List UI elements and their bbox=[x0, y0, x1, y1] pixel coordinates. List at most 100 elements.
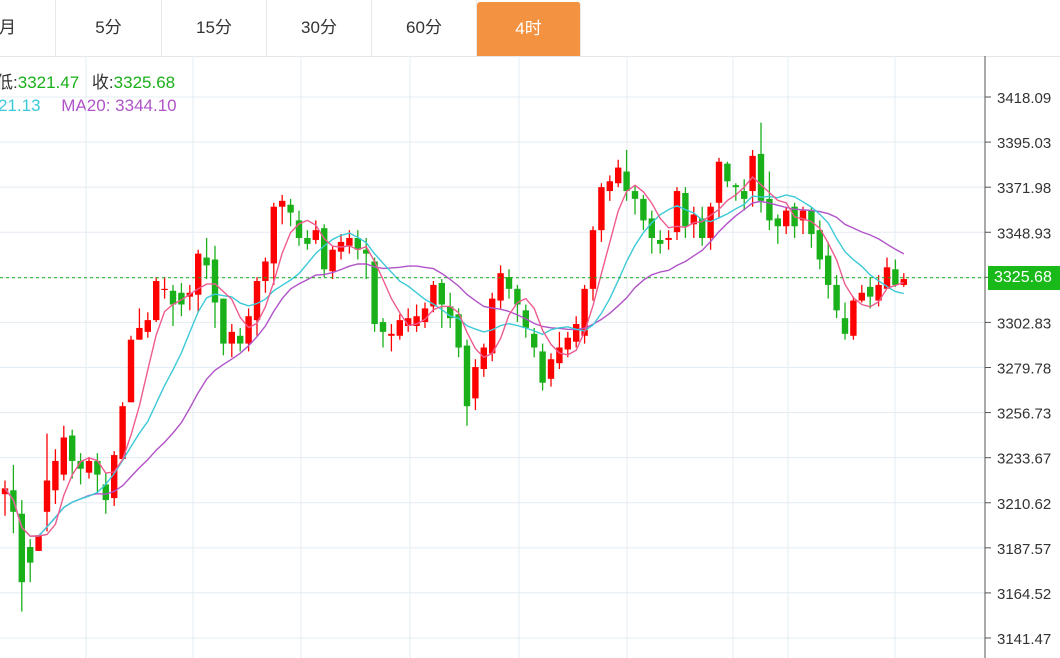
y-tick-label: 3187.57 bbox=[997, 541, 1051, 558]
candle-body bbox=[161, 288, 168, 291]
candle-body bbox=[438, 282, 445, 305]
candle-body bbox=[295, 220, 303, 238]
candle-body bbox=[715, 161, 723, 203]
candle-body bbox=[127, 339, 135, 403]
y-tick-label: 3348.93 bbox=[997, 225, 1051, 242]
candle-body bbox=[615, 167, 622, 184]
ma10-line bbox=[4, 194, 904, 537]
candle-body bbox=[539, 351, 546, 383]
ma5-line bbox=[4, 175, 905, 537]
candle-body bbox=[724, 163, 731, 182]
candle-body bbox=[564, 337, 571, 350]
candle-body bbox=[447, 306, 454, 319]
candle-body bbox=[312, 230, 319, 240]
candle-body bbox=[707, 206, 714, 238]
candle-body bbox=[825, 255, 832, 285]
candle-body bbox=[169, 290, 177, 305]
candle-body bbox=[480, 347, 487, 370]
candle-body bbox=[867, 286, 874, 297]
candle-body bbox=[589, 230, 597, 289]
candle-body bbox=[741, 191, 748, 199]
candle-body bbox=[388, 333, 395, 336]
last-price-tag: 3325.68 bbox=[988, 265, 1060, 290]
timeframe-tabs: 月 5分 15分 30分 60分 4时 bbox=[0, 0, 1060, 57]
y-tick-label: 3141.47 bbox=[997, 631, 1051, 648]
candle-body bbox=[220, 298, 227, 344]
candle-body bbox=[581, 288, 588, 336]
candle-body bbox=[816, 230, 823, 260]
candle-body bbox=[396, 320, 403, 336]
candle-body bbox=[841, 318, 849, 334]
candle-body bbox=[631, 191, 639, 199]
y-tick-label: 3256.73 bbox=[997, 406, 1051, 423]
candlestick-chart: 3418.093395.033371.983348.933325.883302.… bbox=[0, 56, 1051, 658]
candle-body bbox=[153, 281, 160, 321]
candle-body bbox=[52, 460, 59, 491]
candle-body bbox=[749, 155, 756, 192]
tab-4h[interactable]: 4时 bbox=[477, 2, 581, 56]
candle-body bbox=[237, 335, 244, 344]
candle-body bbox=[354, 237, 361, 250]
candle-body bbox=[421, 308, 429, 323]
candle-body bbox=[69, 435, 76, 461]
candle-body bbox=[665, 237, 672, 240]
candle-body bbox=[195, 253, 202, 295]
candle-body bbox=[262, 261, 269, 282]
candle-body bbox=[371, 261, 378, 325]
candle-body bbox=[875, 284, 882, 301]
tab-15min[interactable]: 15分 bbox=[162, 0, 267, 56]
candle-body bbox=[883, 267, 891, 289]
candle-body bbox=[472, 367, 479, 399]
candle-body bbox=[833, 284, 840, 311]
candle-body bbox=[505, 277, 513, 289]
candle-body bbox=[673, 191, 681, 233]
candle-body bbox=[413, 316, 420, 326]
candle-body bbox=[363, 249, 370, 254]
candle-body bbox=[757, 153, 765, 201]
candle-body bbox=[287, 204, 294, 213]
candle-body bbox=[556, 347, 563, 364]
candle-body bbox=[228, 331, 235, 344]
candle-body bbox=[892, 269, 899, 285]
candle-body bbox=[321, 228, 328, 270]
candle-body bbox=[514, 288, 521, 305]
candle-body bbox=[455, 314, 462, 348]
candle-body bbox=[1, 488, 9, 495]
candle-body bbox=[732, 185, 739, 188]
candle-body bbox=[774, 218, 781, 227]
candle-body bbox=[690, 214, 697, 225]
y-tick-label: 3279.78 bbox=[997, 361, 1051, 378]
candle-body bbox=[657, 239, 664, 244]
candle-body bbox=[136, 327, 143, 340]
y-tick-label: 3371.98 bbox=[997, 180, 1051, 197]
candle-body bbox=[648, 218, 655, 238]
candle-body bbox=[547, 359, 555, 379]
y-tick-label: 3233.67 bbox=[997, 451, 1051, 468]
candle-body bbox=[85, 460, 93, 473]
tab-60min[interactable]: 60分 bbox=[372, 0, 477, 56]
y-tick-label: 3164.52 bbox=[997, 586, 1051, 603]
tab-30min[interactable]: 30分 bbox=[267, 0, 372, 56]
candle-body bbox=[858, 292, 865, 301]
y-tick-label: 3210.62 bbox=[997, 496, 1051, 513]
ma10-value: 21.13 bbox=[0, 96, 41, 115]
tab-5min[interactable]: 5分 bbox=[56, 0, 162, 56]
ma20-value: 3344.10 bbox=[115, 96, 177, 115]
candle-body bbox=[346, 237, 353, 246]
candle-body bbox=[178, 292, 185, 305]
candle-body bbox=[119, 406, 126, 459]
candle-body bbox=[102, 484, 109, 501]
candle-body bbox=[111, 455, 118, 499]
candle-body bbox=[766, 198, 773, 221]
candle-body bbox=[60, 437, 67, 475]
candle-body bbox=[144, 320, 151, 332]
candle-body bbox=[35, 535, 42, 551]
close-label: 收: bbox=[91, 73, 114, 92]
candle-body bbox=[279, 200, 286, 207]
ohlc-legend: 低:3321.47 收:3325.68 bbox=[0, 68, 175, 93]
tab-month[interactable]: 月 bbox=[0, 0, 56, 56]
candle-body bbox=[799, 210, 807, 221]
candle-body bbox=[405, 318, 412, 326]
candle-body bbox=[270, 206, 277, 264]
candle-body bbox=[379, 322, 387, 332]
